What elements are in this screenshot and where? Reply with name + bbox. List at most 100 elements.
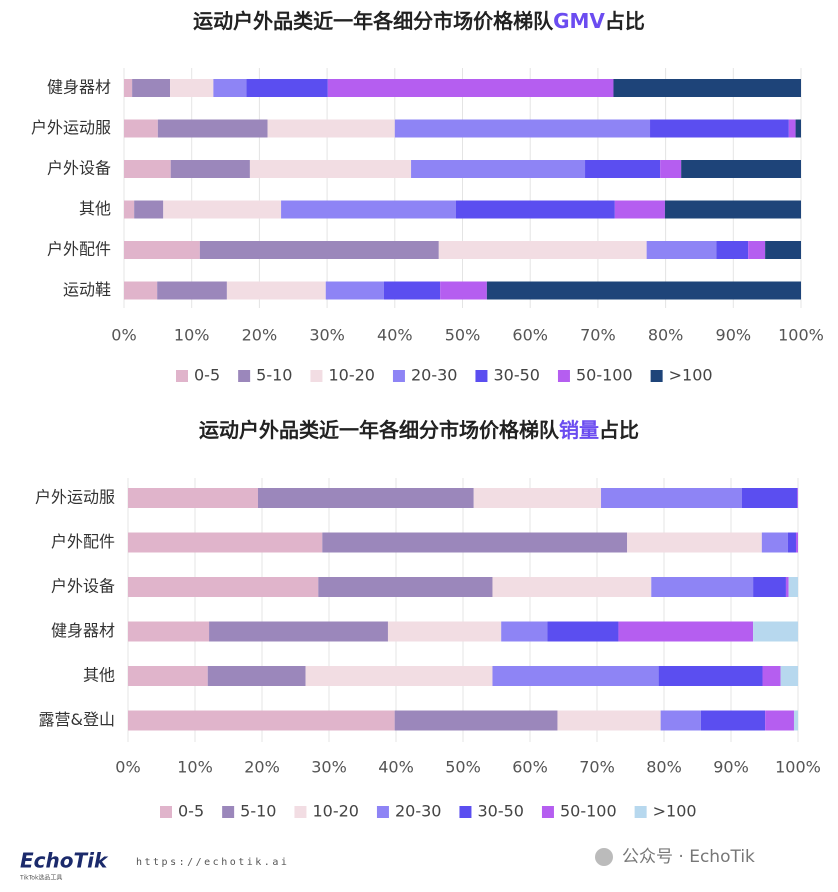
logo-sub: TikTok选品工具 bbox=[19, 874, 62, 882]
legend-swatch bbox=[650, 370, 663, 382]
bar-segment bbox=[163, 200, 282, 219]
bar-segment bbox=[753, 577, 786, 597]
bar-segment bbox=[601, 488, 742, 508]
account: 公众号 · EchoTik bbox=[622, 847, 755, 867]
bar-segment bbox=[213, 79, 247, 97]
legend-label: 30-50 bbox=[477, 802, 524, 821]
bar-segment bbox=[128, 710, 395, 731]
x-tick-label: 90% bbox=[713, 758, 749, 777]
bar-segment bbox=[797, 488, 798, 508]
x-tick-label: 10% bbox=[174, 326, 210, 345]
x-tick-label: 40% bbox=[378, 758, 414, 777]
category-label: 户外配件 bbox=[47, 240, 111, 259]
bar-segment bbox=[325, 281, 384, 300]
bar-segment bbox=[486, 281, 801, 300]
wechat-icon bbox=[595, 848, 613, 866]
category-label: 户外运动服 bbox=[35, 488, 115, 507]
category-label: 户外配件 bbox=[51, 532, 115, 551]
title-part: GMV bbox=[553, 9, 605, 33]
x-tick-label: 0% bbox=[111, 326, 136, 345]
category-label: 户外设备 bbox=[47, 159, 111, 178]
bar-segment bbox=[170, 79, 214, 97]
bar-segment bbox=[658, 666, 763, 686]
title-part: 占比 bbox=[605, 9, 645, 33]
legend-label: 0-5 bbox=[194, 366, 220, 385]
bar-segment bbox=[157, 281, 227, 300]
bar-segment bbox=[209, 621, 388, 642]
bar-segment bbox=[492, 666, 659, 686]
x-tick-label: 50% bbox=[445, 326, 481, 345]
bar-segment bbox=[748, 241, 766, 259]
legend-swatch bbox=[376, 806, 389, 818]
bar-segment bbox=[124, 241, 200, 259]
bar-segment bbox=[765, 241, 801, 259]
bar-segment bbox=[716, 241, 749, 259]
x-tick-label: 50% bbox=[445, 758, 481, 777]
x-tick-label: 80% bbox=[646, 758, 682, 777]
bar-segment bbox=[128, 666, 208, 686]
title-part: 占比 bbox=[599, 418, 639, 442]
bar-segment bbox=[765, 710, 794, 731]
x-tick-label: 10% bbox=[177, 758, 213, 777]
bar-segment bbox=[249, 160, 412, 178]
bar-segment bbox=[501, 621, 548, 642]
x-tick-label: 100% bbox=[775, 758, 821, 777]
bar-segment bbox=[394, 710, 558, 731]
category-label: 其他 bbox=[83, 666, 115, 685]
bar-segment bbox=[246, 79, 328, 97]
legend-swatch bbox=[238, 370, 251, 382]
bar-segment bbox=[795, 119, 801, 138]
bar-segment bbox=[327, 79, 614, 97]
bar-segment bbox=[455, 200, 615, 219]
category-label: 健身器材 bbox=[51, 621, 115, 640]
bar-segment bbox=[128, 488, 258, 508]
legend-swatch bbox=[310, 370, 323, 382]
bar-segment bbox=[753, 621, 798, 642]
x-tick-label: 40% bbox=[377, 326, 413, 345]
legend-label: 20-30 bbox=[395, 802, 442, 821]
bar-segment bbox=[128, 621, 210, 642]
bar-segment bbox=[492, 577, 652, 597]
legend-swatch bbox=[222, 806, 235, 818]
legend-swatch bbox=[392, 370, 405, 382]
x-tick-label: 0% bbox=[115, 758, 140, 777]
bar-segment bbox=[134, 200, 164, 219]
legend-swatch bbox=[459, 806, 472, 818]
x-tick-label: 20% bbox=[242, 326, 278, 345]
bar-segment bbox=[547, 621, 619, 642]
chart-title: 运动户外品类近一年各细分市场价格梯队销量占比 bbox=[199, 418, 639, 442]
bar-segment bbox=[627, 532, 762, 553]
legend-label: 50-100 bbox=[560, 802, 617, 821]
bar-segment bbox=[660, 710, 701, 731]
bar-segment bbox=[438, 241, 647, 259]
bar-segment bbox=[780, 666, 798, 686]
bar-segment bbox=[387, 621, 502, 642]
bar-segment bbox=[124, 160, 171, 178]
bar-segment bbox=[124, 200, 135, 219]
x-tick-label: 90% bbox=[716, 326, 752, 345]
bar-segment bbox=[681, 160, 801, 178]
bar-segment bbox=[124, 119, 158, 138]
legend-label: >100 bbox=[669, 366, 713, 385]
bar-segment bbox=[618, 621, 754, 642]
legend-swatch bbox=[475, 370, 488, 382]
category-label: 健身器材 bbox=[47, 78, 111, 97]
bar-segment bbox=[124, 281, 158, 300]
bar-segment bbox=[664, 200, 801, 219]
bar-segment bbox=[394, 119, 651, 138]
bar-segment bbox=[383, 281, 441, 300]
category-label: 运动鞋 bbox=[63, 280, 111, 299]
bar-segment bbox=[787, 532, 796, 553]
bar-segment bbox=[793, 710, 798, 731]
category-label: 其他 bbox=[79, 199, 111, 218]
x-tick-label: 60% bbox=[512, 758, 548, 777]
x-tick-label: 30% bbox=[309, 326, 345, 345]
bar-segment bbox=[650, 119, 789, 138]
title-part: 运动户外品类近一年各细分市场价格梯队 bbox=[193, 9, 554, 33]
x-tick-label: 30% bbox=[311, 758, 347, 777]
bar-segment bbox=[795, 532, 798, 553]
bar-segment bbox=[440, 281, 487, 300]
legend-swatch bbox=[160, 806, 172, 818]
bar-segment bbox=[785, 577, 789, 597]
category-label: 户外设备 bbox=[51, 577, 115, 596]
